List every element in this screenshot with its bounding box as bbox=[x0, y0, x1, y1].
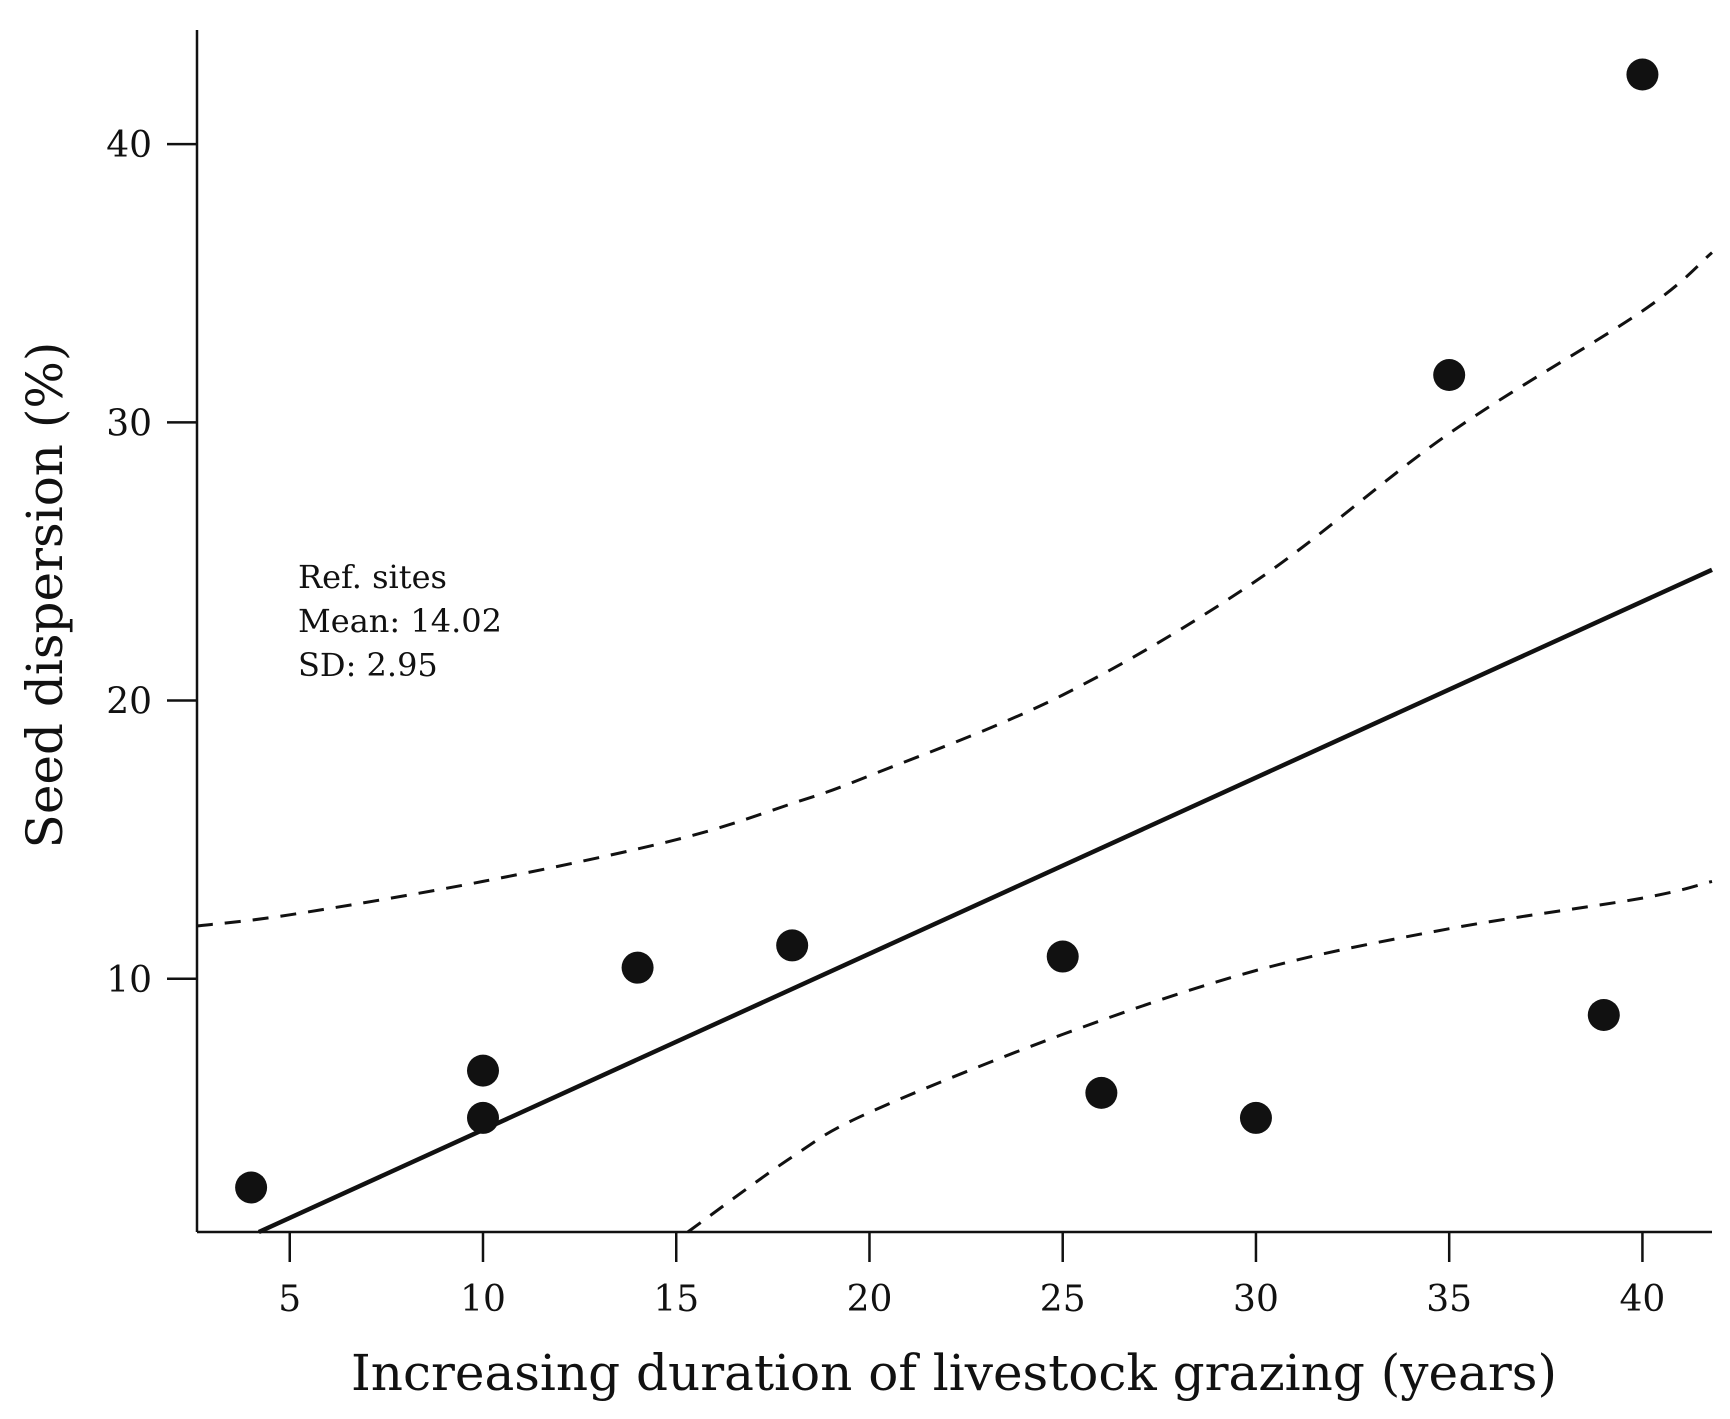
y-tick-label-10: 10 bbox=[106, 960, 152, 1001]
annotation-line-3: SD: 2.95 bbox=[298, 646, 438, 684]
x-tick-label-30: 30 bbox=[1233, 1279, 1279, 1320]
annotation-line-1: Ref. sites bbox=[298, 558, 447, 596]
x-tick-label-20: 20 bbox=[847, 1279, 893, 1320]
x-tick-label-15: 15 bbox=[653, 1279, 699, 1320]
data-point-9 bbox=[1433, 359, 1466, 392]
data-point-2 bbox=[466, 1054, 499, 1087]
x-axis-title: Increasing duration of livestock grazing… bbox=[351, 1344, 1557, 1402]
data-point-1 bbox=[235, 1171, 268, 1204]
x-tick-label-10: 10 bbox=[460, 1279, 506, 1320]
data-point-6 bbox=[1046, 940, 1079, 973]
x-tick-label-5: 5 bbox=[278, 1279, 301, 1320]
y-tick-label-30: 30 bbox=[106, 403, 152, 444]
y-tick-label-40: 40 bbox=[106, 125, 152, 166]
y-axis-title: Seed dispersion (%) bbox=[16, 342, 74, 849]
x-tick-label-35: 35 bbox=[1426, 1279, 1472, 1320]
x-axis-ticks: 5 10 15 20 25 30 35 40 bbox=[278, 1232, 1665, 1320]
annotation-line-2: Mean: 14.02 bbox=[298, 602, 502, 640]
x-tick-label-25: 25 bbox=[1040, 1279, 1086, 1320]
data-point-4 bbox=[621, 951, 654, 984]
data-point-3 bbox=[466, 1101, 499, 1134]
y-axis-ticks: 10 20 30 40 bbox=[106, 125, 197, 1001]
x-tick-label-40: 40 bbox=[1620, 1279, 1666, 1320]
data-point-5 bbox=[776, 929, 809, 962]
data-point-10 bbox=[1587, 998, 1620, 1031]
data-point-8 bbox=[1239, 1101, 1272, 1134]
data-points bbox=[235, 58, 1659, 1204]
regression-line bbox=[257, 567, 1713, 1235]
data-point-11 bbox=[1626, 58, 1659, 91]
upper-confidence-band bbox=[196, 251, 1713, 928]
lower-confidence-band bbox=[686, 879, 1713, 1234]
plot-lines bbox=[196, 251, 1713, 1235]
data-point-7 bbox=[1085, 1076, 1118, 1109]
ref-sites-annotation: Ref. sites Mean: 14.02 SD: 2.95 bbox=[298, 558, 502, 684]
y-tick-label-20: 20 bbox=[106, 682, 152, 723]
